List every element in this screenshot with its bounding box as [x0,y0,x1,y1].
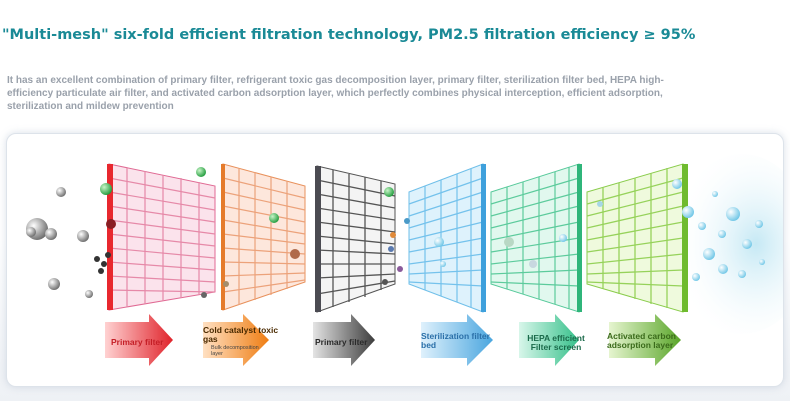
activated-carbon-mesh [586,163,688,313]
label-activated-carbon: Activated carbon adsorption layer [607,331,676,350]
flow-arrows [105,314,681,366]
primary-filter-gray-mesh [315,165,396,313]
arrow-activated-carbon [609,314,681,366]
cold-catalyst-mesh [221,163,306,311]
arrow-cold-catalyst [203,314,269,366]
arrow-hepa [519,314,579,366]
arrow-primary-filter [105,314,173,366]
hepa-filter-mesh [490,163,582,313]
primary-filter-mesh [107,163,216,311]
label-cold-catalyst-sub: Bulk decomposition layer [211,345,259,357]
label-primary-filter-gray: Primary filter [315,337,368,347]
arrow-primary-filter-gray [313,314,375,366]
description: It has an excellent combination of prima… [7,75,664,112]
arrow-sterilization [421,314,493,366]
pollutant-particles [26,167,410,298]
filter-diagram-panel: Primary filter Cold catalyst toxic gas B… [6,133,784,387]
sterilization-bed-mesh [408,163,486,313]
headline: "Multi-mesh" six-fold efficient filtrati… [2,27,696,43]
label-sterilization-bed: Sterilization filter bed [421,331,490,350]
label-hepa: HEPA efficient Filter screen [527,333,585,352]
label-primary-filter: Primary filter [111,337,164,347]
filter-diagram [26,154,783,366]
clean-air-glow [672,154,783,334]
clean-air-bubbles [434,179,765,281]
label-cold-catalyst: Cold catalyst toxic gas [203,325,279,344]
